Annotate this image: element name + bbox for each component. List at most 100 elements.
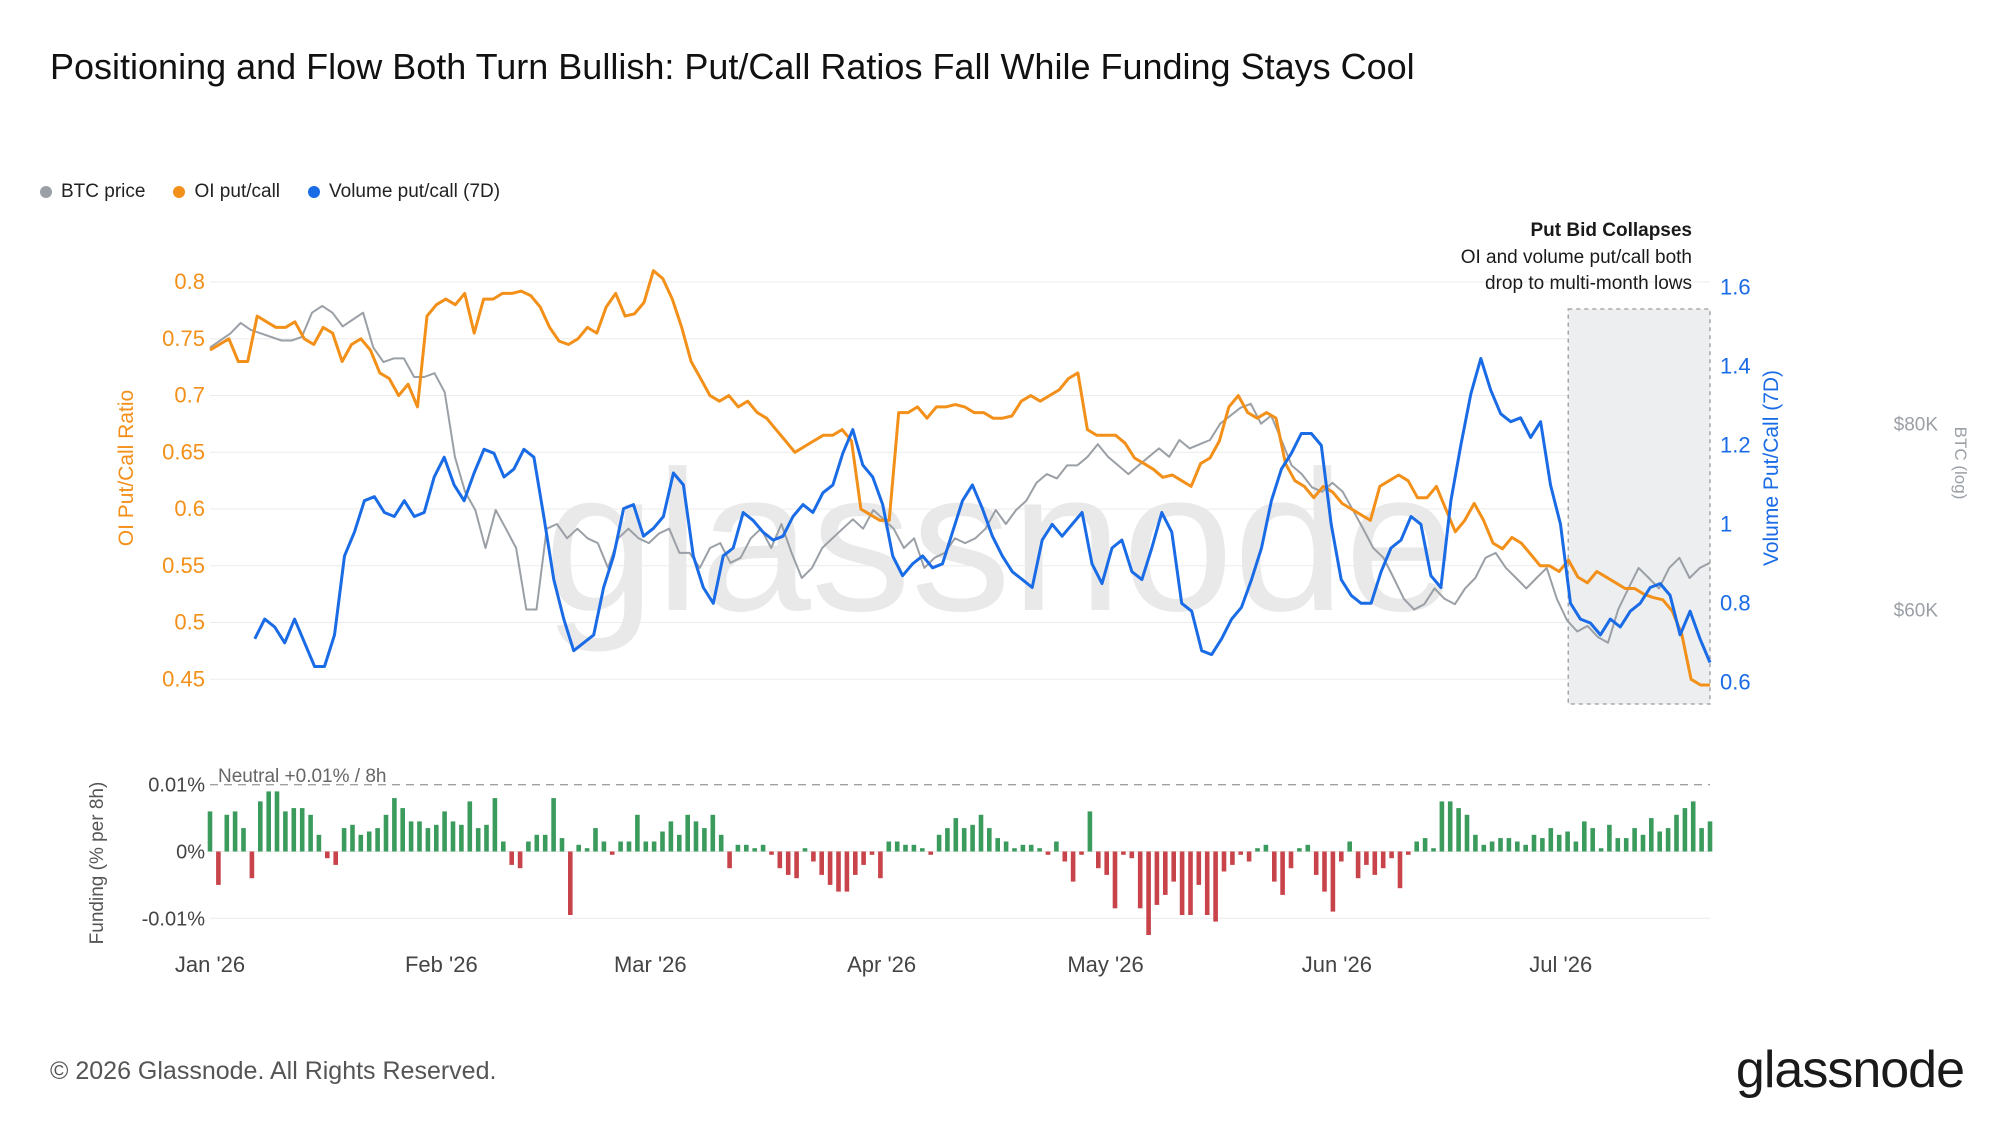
funding-bar	[1632, 828, 1637, 852]
watermark: glassnode	[544, 430, 1456, 653]
funding-bar	[744, 844, 749, 852]
funding-bar	[1531, 834, 1537, 852]
funding-bar	[785, 851, 791, 875]
funding-bar	[1079, 851, 1084, 855]
legend-item-oi-put-call[interactable]: OI put/call	[173, 181, 280, 203]
funding-bar	[1682, 808, 1688, 852]
x-axis-ticks: Jan '26 Feb '26 Mar '26 Apr '26 May '26 Jun '…	[175, 952, 1592, 977]
left-axis-tick-label: 0.8	[174, 269, 205, 294]
funding-bar	[936, 834, 942, 852]
legend-item-btc-price[interactable]: BTC price	[40, 181, 145, 203]
funding-bar	[450, 821, 456, 852]
funding-bar	[1179, 851, 1185, 915]
funding-bar	[677, 834, 682, 852]
funding-bar	[325, 851, 330, 859]
funding-bar	[216, 851, 221, 885]
left-axis-tick-label: 0.5	[174, 610, 205, 635]
funding-bar	[601, 841, 607, 852]
legend: BTC price OI put/call Volume put/call (7…	[40, 181, 500, 203]
funding-bar	[316, 834, 322, 852]
funding-bar	[1288, 851, 1294, 869]
left-axis-tick-label: 0.6	[174, 496, 205, 521]
funding-bar	[995, 838, 1000, 852]
funding-bar	[987, 828, 992, 852]
funding-bar	[392, 798, 397, 852]
funding-bar	[1012, 848, 1017, 852]
funding-bar	[1640, 834, 1646, 852]
funding-bar	[1204, 851, 1210, 915]
legend-swatch-btc-price	[40, 186, 52, 198]
funding-bar	[1171, 851, 1176, 882]
funding-bar	[1213, 851, 1218, 922]
funding-bar	[1272, 851, 1277, 882]
funding-bar	[442, 811, 447, 852]
funding-bar	[777, 851, 783, 869]
funding-bar	[643, 841, 649, 852]
funding-bar	[274, 791, 280, 852]
funding-bar	[1221, 851, 1227, 872]
funding-bar	[727, 851, 732, 869]
funding-bar	[358, 834, 364, 852]
funding-bar	[945, 828, 950, 852]
funding-bar	[568, 851, 573, 915]
funding-bar	[1623, 838, 1629, 852]
funding-bar	[291, 808, 297, 852]
left-axis-tick-label: 0.45	[162, 666, 205, 691]
funding-bar	[576, 844, 581, 852]
funding-bar	[1573, 841, 1579, 852]
funding-bar	[1003, 841, 1009, 852]
funding-bar	[1556, 834, 1562, 852]
funding-bar	[593, 828, 598, 852]
funding-bar	[1489, 841, 1495, 852]
funding-bar	[1154, 851, 1160, 905]
funding-bar	[1481, 844, 1487, 852]
x-axis-tick-label: Apr '26	[847, 952, 916, 977]
funding-bar	[735, 844, 741, 852]
right-axis-tick-label: 0.6	[1720, 669, 1751, 694]
funding-bar	[1389, 851, 1394, 859]
funding-bar	[1674, 814, 1679, 852]
legend-item-volume-put-call[interactable]: Volume put/call (7D)	[308, 181, 500, 203]
funding-bar	[467, 801, 473, 852]
funding-bar	[1096, 851, 1101, 869]
funding-bar	[1230, 851, 1235, 865]
funding-bar	[668, 821, 674, 852]
funding-bar	[375, 828, 380, 852]
right-axis-tick-label: 0.8	[1720, 590, 1751, 615]
x-axis-tick-label: May '26	[1067, 952, 1143, 977]
funding-bar	[1045, 851, 1051, 855]
funding-axis-label: Funding (% per 8h)	[87, 782, 108, 945]
x-axis-tick-label: Jan '26	[175, 952, 245, 977]
funding-bar	[1062, 851, 1068, 862]
funding-bar	[484, 824, 489, 852]
left-axis-label: OI Put/Call Ratio	[115, 390, 138, 546]
funding-bar	[1615, 838, 1621, 852]
funding-bar	[1707, 821, 1713, 852]
funding-bar	[551, 798, 556, 852]
funding-bar	[542, 834, 548, 852]
funding-bar	[886, 841, 892, 852]
funding-bar	[526, 841, 531, 852]
funding-bar	[718, 834, 724, 852]
funding-bar	[878, 851, 883, 879]
funding-bar	[1020, 844, 1026, 852]
series-volume-put-call-line	[253, 357, 1712, 668]
funding-bar	[1280, 851, 1285, 895]
funding-bar	[1431, 848, 1436, 852]
funding-bar	[258, 801, 263, 852]
funding-bar	[1498, 838, 1503, 852]
annotation-line: OI and volume put/call both	[1461, 247, 1692, 268]
funding-bar	[1540, 838, 1545, 852]
funding-bar	[1464, 814, 1470, 852]
funding-bar	[1330, 851, 1336, 912]
funding-bar	[1456, 808, 1461, 852]
funding-bar	[1414, 841, 1419, 852]
funding-bar	[961, 828, 967, 852]
funding-bar	[1347, 841, 1352, 852]
btc-axis-ticks: $60K $80K	[1894, 415, 1939, 622]
funding-bar	[1070, 851, 1076, 882]
funding-bar	[861, 851, 866, 865]
funding-bar	[350, 824, 355, 852]
funding-bar	[953, 818, 959, 852]
funding-bars	[207, 791, 1713, 935]
